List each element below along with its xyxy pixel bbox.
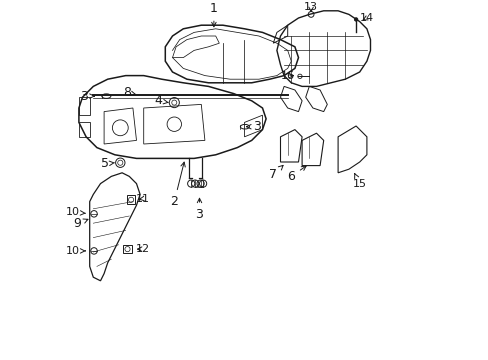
Text: 11: 11 — [136, 194, 150, 204]
Text: 13: 13 — [304, 2, 318, 12]
Text: 14: 14 — [359, 13, 373, 23]
Text: 16: 16 — [280, 71, 294, 81]
Text: 7: 7 — [269, 165, 283, 181]
Text: 15: 15 — [352, 174, 366, 189]
Text: 4: 4 — [154, 94, 168, 107]
Text: 2: 2 — [170, 162, 185, 208]
Text: 3: 3 — [195, 198, 203, 221]
Text: 3: 3 — [246, 120, 261, 133]
Text: 6: 6 — [287, 166, 305, 183]
Text: 10: 10 — [65, 246, 85, 256]
Text: 5: 5 — [101, 157, 114, 170]
Text: 8: 8 — [123, 86, 135, 99]
Text: 12: 12 — [136, 244, 150, 254]
Circle shape — [354, 18, 357, 21]
Text: 9: 9 — [73, 217, 88, 230]
Text: 3: 3 — [80, 90, 94, 103]
Text: 1: 1 — [209, 3, 217, 27]
Text: 10: 10 — [65, 207, 85, 217]
